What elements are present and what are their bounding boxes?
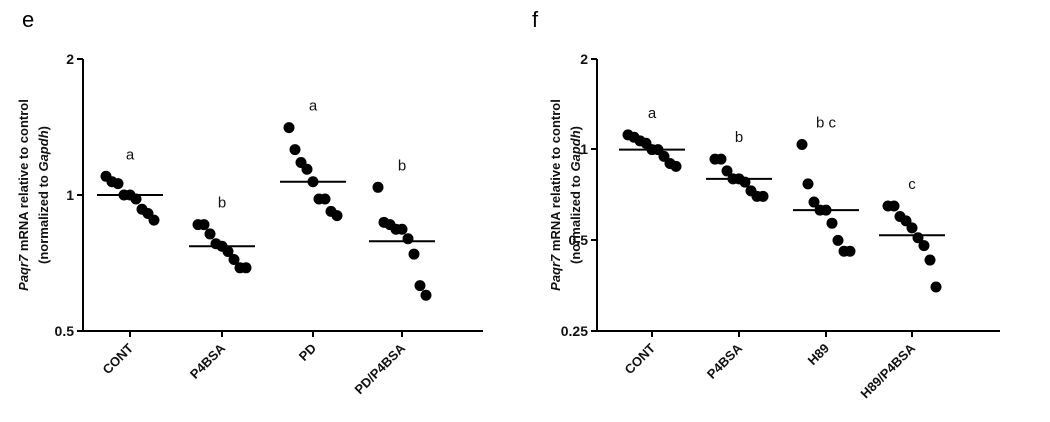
- data-point: [802, 178, 814, 190]
- significance-letter: a: [648, 105, 657, 122]
- data-point: [924, 254, 936, 266]
- data-point: [721, 165, 733, 177]
- data-point: [240, 262, 252, 274]
- y-axis-label-part: ): [36, 126, 51, 130]
- x-tick-label: P4BSA: [704, 340, 746, 382]
- data-point: [301, 163, 313, 175]
- y-axis-label: Paqr7 mRNA relative to control: [16, 99, 31, 291]
- panel-letter: e: [22, 7, 34, 32]
- data-point: [331, 210, 343, 222]
- x-tick-label: PD/P4BSA: [352, 340, 409, 397]
- y-axis-label-part: ): [568, 126, 583, 130]
- data-point: [832, 234, 844, 246]
- y-tick-label: 0.25: [561, 323, 588, 339]
- y-axis-label-sub: (normalized to Gapdh): [36, 126, 51, 264]
- data-point: [888, 200, 900, 212]
- significance-letter: b: [398, 157, 406, 174]
- significance-letter: b c: [816, 115, 837, 132]
- x-tick-label: P4BSA: [187, 340, 229, 382]
- data-point: [112, 178, 124, 190]
- data-point: [372, 181, 384, 193]
- data-point: [715, 153, 727, 165]
- y-axis-label-part: Gapdh: [568, 130, 583, 171]
- data-point: [414, 280, 426, 292]
- data-point: [222, 245, 234, 257]
- data-point: [757, 190, 769, 202]
- y-axis-label-part: Paqr7: [548, 254, 563, 291]
- significance-letter: b: [218, 195, 226, 212]
- y-tick-label: 2: [580, 51, 588, 67]
- x-tick-label: CONT: [99, 340, 136, 377]
- x-tick-label: CONT: [621, 340, 658, 377]
- data-point: [283, 122, 295, 134]
- data-point: [396, 223, 408, 235]
- data-point: [930, 281, 942, 293]
- data-point: [319, 193, 331, 205]
- y-axis-label-part: (normalized to: [568, 172, 583, 264]
- data-point: [402, 233, 414, 245]
- significance-letter: c: [908, 176, 916, 193]
- y-axis-label-part: (normalized to: [36, 172, 51, 264]
- data-point: [289, 144, 301, 156]
- significance-letter: a: [309, 98, 318, 115]
- y-tick-label: 1: [66, 187, 74, 203]
- y-axis-label-part: mRNA relative to control: [16, 99, 31, 255]
- data-point: [670, 160, 682, 172]
- data-point: [408, 248, 420, 260]
- data-point: [808, 196, 820, 208]
- data-point: [228, 253, 240, 265]
- y-tick-label: 1: [580, 141, 588, 157]
- data-point: [420, 289, 432, 301]
- y-axis-label: Paqr7 mRNA relative to control: [548, 99, 563, 291]
- data-point: [918, 240, 930, 252]
- data-point: [198, 219, 210, 231]
- y-axis-label-part: mRNA relative to control: [548, 99, 563, 255]
- y-axis-label-sub: (normalized to Gapdh): [568, 126, 583, 264]
- data-point: [148, 214, 160, 226]
- data-point: [204, 228, 216, 240]
- y-tick-label: 2: [66, 51, 74, 67]
- data-point: [796, 139, 808, 151]
- data-point: [844, 245, 856, 257]
- x-tick-label: H89: [805, 341, 832, 368]
- data-point: [826, 217, 838, 229]
- y-tick-label: 0.5: [569, 232, 589, 248]
- y-axis-label-part: Gapdh: [36, 130, 51, 171]
- panel-e: e 2 1 0.5 Paqr7 mRNA relative to control (nor…: [16, 7, 483, 397]
- x-tick-label: PD: [296, 341, 319, 364]
- data-point: [906, 222, 918, 234]
- significance-letter: b: [735, 129, 743, 146]
- y-tick-label: 0.5: [55, 323, 75, 339]
- x-tick-label: H89/P4BSA: [857, 340, 918, 401]
- data-point: [130, 193, 142, 205]
- significance-letter: a: [126, 146, 135, 163]
- y-axis-label-part: Paqr7: [16, 254, 31, 291]
- panel-f: f 2 1 0.5 0.25 Paqr7 mRNA relative to control…: [532, 7, 1000, 401]
- panel-letter: f: [532, 7, 539, 32]
